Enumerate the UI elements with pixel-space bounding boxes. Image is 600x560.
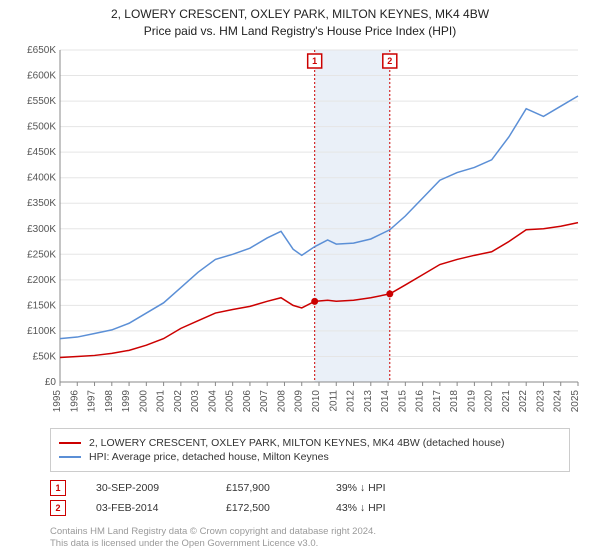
svg-text:2014: 2014 bbox=[380, 389, 391, 412]
svg-text:2021: 2021 bbox=[501, 389, 512, 412]
datapoint-row: 2 03-FEB-2014 £172,500 43% ↓ HPI bbox=[50, 500, 570, 516]
datapoint-marker: 2 bbox=[50, 500, 66, 516]
svg-text:2022: 2022 bbox=[518, 389, 529, 412]
chart-area: £0 £50K £100K £150K £200K £250K £300K £350K £400… bbox=[10, 42, 590, 422]
svg-text:2005: 2005 bbox=[225, 389, 236, 412]
svg-text:2019: 2019 bbox=[466, 389, 477, 412]
svg-text:£150K: £150K bbox=[27, 300, 56, 311]
svg-text:1998: 1998 bbox=[104, 389, 115, 412]
svg-text:2004: 2004 bbox=[207, 389, 218, 412]
svg-text:£350K: £350K bbox=[27, 198, 56, 209]
datapoint-marker: 1 bbox=[50, 480, 66, 496]
svg-text:£550K: £550K bbox=[27, 96, 56, 107]
svg-text:1999: 1999 bbox=[121, 389, 132, 412]
svg-text:£600K: £600K bbox=[27, 70, 56, 81]
svg-text:1996: 1996 bbox=[69, 389, 80, 412]
legend-swatch bbox=[59, 442, 81, 444]
footer: Contains HM Land Registry data © Crown c… bbox=[50, 526, 570, 551]
datapoint-pct: 43% ↓ HPI bbox=[336, 502, 436, 514]
svg-text:2020: 2020 bbox=[484, 389, 495, 412]
datapoint-date: 03-FEB-2014 bbox=[96, 502, 196, 514]
svg-text:2000: 2000 bbox=[138, 389, 149, 412]
datapoint-price: £157,900 bbox=[226, 482, 306, 494]
svg-text:2009: 2009 bbox=[294, 389, 305, 412]
legend-label: HPI: Average price, detached house, Milt… bbox=[89, 451, 329, 463]
datapoint-pct: 39% ↓ HPI bbox=[336, 482, 436, 494]
svg-text:£0: £0 bbox=[45, 377, 57, 388]
svg-text:2025: 2025 bbox=[570, 389, 581, 412]
title-line-2: Price paid vs. HM Land Registry's House … bbox=[0, 23, 600, 40]
svg-text:2012: 2012 bbox=[346, 389, 357, 412]
svg-text:2008: 2008 bbox=[276, 389, 287, 412]
svg-text:2006: 2006 bbox=[242, 389, 253, 412]
footer-line-1: Contains HM Land Registry data © Crown c… bbox=[50, 526, 570, 538]
legend-row: 2, LOWERY CRESCENT, OXLEY PARK, MILTON K… bbox=[59, 437, 561, 449]
svg-text:2: 2 bbox=[387, 56, 392, 66]
svg-text:2002: 2002 bbox=[173, 389, 184, 412]
svg-text:2007: 2007 bbox=[259, 389, 270, 412]
datapoint-row: 1 30-SEP-2009 £157,900 39% ↓ HPI bbox=[50, 480, 570, 496]
svg-text:£400K: £400K bbox=[27, 172, 56, 183]
svg-text:£500K: £500K bbox=[27, 121, 56, 132]
datapoint-price: £172,500 bbox=[226, 502, 306, 514]
svg-text:2003: 2003 bbox=[190, 389, 201, 412]
svg-text:2017: 2017 bbox=[432, 389, 443, 412]
svg-text:£300K: £300K bbox=[27, 223, 56, 234]
svg-text:1: 1 bbox=[312, 56, 317, 66]
svg-text:2016: 2016 bbox=[415, 389, 426, 412]
svg-text:2010: 2010 bbox=[311, 389, 322, 412]
legend: 2, LOWERY CRESCENT, OXLEY PARK, MILTON K… bbox=[50, 428, 570, 472]
svg-text:1997: 1997 bbox=[87, 389, 98, 412]
svg-text:1995: 1995 bbox=[52, 389, 63, 412]
svg-text:2015: 2015 bbox=[397, 389, 408, 412]
svg-text:2013: 2013 bbox=[363, 389, 374, 412]
legend-swatch bbox=[59, 456, 81, 458]
svg-text:2018: 2018 bbox=[449, 389, 460, 412]
svg-text:£450K: £450K bbox=[27, 147, 56, 158]
svg-text:2023: 2023 bbox=[535, 389, 546, 412]
svg-text:£250K: £250K bbox=[27, 249, 56, 260]
svg-text:2024: 2024 bbox=[553, 389, 564, 412]
chart-svg: £0 £50K £100K £150K £200K £250K £300K £350K £400… bbox=[10, 42, 590, 422]
svg-text:£50K: £50K bbox=[33, 351, 57, 362]
svg-text:£650K: £650K bbox=[27, 45, 56, 56]
legend-row: HPI: Average price, detached house, Milt… bbox=[59, 451, 561, 463]
svg-text:£200K: £200K bbox=[27, 274, 56, 285]
title-line-1: 2, LOWERY CRESCENT, OXLEY PARK, MILTON K… bbox=[0, 6, 600, 23]
footer-line-2: This data is licensed under the Open Gov… bbox=[50, 538, 570, 550]
svg-text:2011: 2011 bbox=[328, 389, 339, 411]
title-block: 2, LOWERY CRESCENT, OXLEY PARK, MILTON K… bbox=[0, 0, 600, 42]
datapoint-table: 1 30-SEP-2009 £157,900 39% ↓ HPI 2 03-FEB-201… bbox=[50, 480, 570, 516]
legend-label: 2, LOWERY CRESCENT, OXLEY PARK, MILTON K… bbox=[89, 437, 505, 449]
datapoint-date: 30-SEP-2009 bbox=[96, 482, 196, 494]
svg-text:£100K: £100K bbox=[27, 326, 56, 337]
svg-text:2001: 2001 bbox=[156, 389, 167, 412]
chart-container: 2, LOWERY CRESCENT, OXLEY PARK, MILTON K… bbox=[0, 0, 600, 550]
